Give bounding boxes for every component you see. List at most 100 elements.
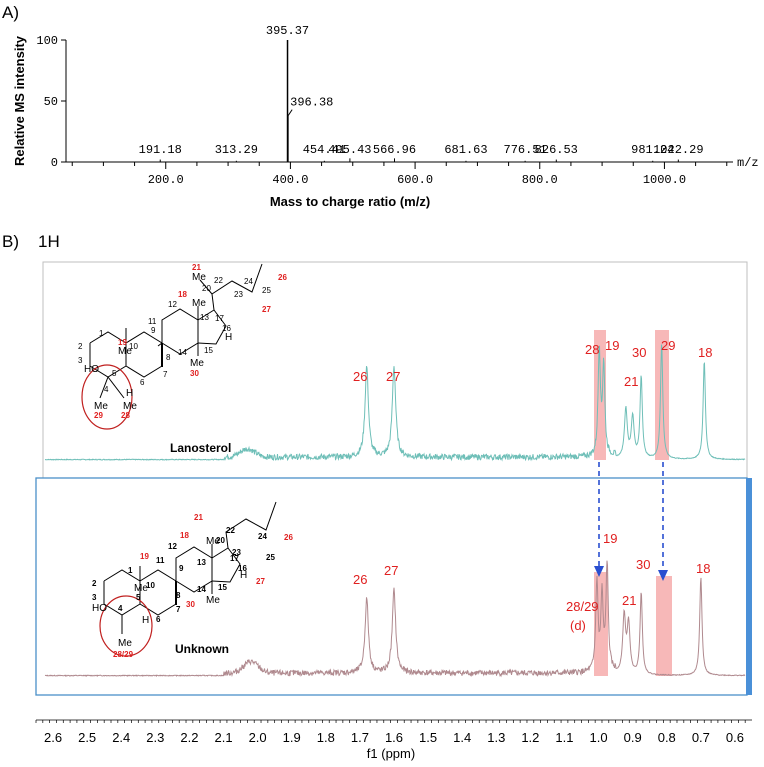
lan-me-28: Me <box>123 401 137 412</box>
lanosterol-red-labels: 21 18 19 26 27 30 29 28 <box>94 263 287 420</box>
lan-n4: 4 <box>104 385 109 394</box>
lan-n10: 10 <box>129 342 138 351</box>
nmr-x-tick-label: 1.2 <box>521 730 539 745</box>
lan-r27: 27 <box>262 305 271 314</box>
nmr-x-tick-label: 1.0 <box>590 730 608 745</box>
ms-x-tick-label: 600.0 <box>397 173 433 187</box>
panel-b-label: B) <box>2 232 19 251</box>
lan-n14: 14 <box>178 348 187 357</box>
lanosterol-spectrum <box>44 344 746 462</box>
lan-label-27: 27 <box>386 369 400 384</box>
unk-label-26: 26 <box>353 572 367 587</box>
lan-r19: 19 <box>118 338 127 347</box>
nmr-x-tick-label: 2.5 <box>78 730 96 745</box>
unknown-structure <box>99 501 277 657</box>
unk-n15: 15 <box>218 583 227 592</box>
nmr-x-tick-label: 0.8 <box>658 730 676 745</box>
lan-label-29: 29 <box>661 338 675 353</box>
lan-ho: HO <box>84 364 99 375</box>
lan-n25: 25 <box>262 286 271 295</box>
unk-me-30: Me <box>206 595 220 606</box>
lan-r18: 18 <box>178 290 187 299</box>
lan-r21: 21 <box>192 263 201 272</box>
ms-x-tick-label: 400.0 <box>272 173 308 187</box>
unk-label-21: 21 <box>622 593 636 608</box>
unk-r30: 30 <box>186 600 195 609</box>
lan-n5: 5 <box>112 369 117 378</box>
unk-label-19: 19 <box>603 531 617 546</box>
nmr-x-tick-label: 2.6 <box>44 730 62 745</box>
lan-me-21: Me <box>192 272 206 283</box>
nmr-x-tick-label: 0.6 <box>726 730 744 745</box>
unk-r18: 18 <box>180 531 189 540</box>
unk-n1: 1 <box>128 566 133 575</box>
nmr-nucleus-label: 1H <box>38 232 60 251</box>
lan-r26: 26 <box>278 273 287 282</box>
highlight-29-unknown <box>656 576 672 676</box>
lan-me-30: Me <box>190 358 204 369</box>
unk-n13: 13 <box>197 558 206 567</box>
ms-peak-leader <box>287 109 293 116</box>
unk-n4: 4 <box>118 604 123 613</box>
lan-n22: 22 <box>214 276 223 285</box>
unk-r26: 26 <box>284 533 293 542</box>
lan-me-18: Me <box>192 298 206 309</box>
lan-me-19: Me <box>118 346 132 357</box>
unk-me-18: Me <box>206 536 220 547</box>
ms-peak-label: 495.43 <box>328 143 371 157</box>
lan-n7: 7 <box>163 370 168 379</box>
ms-unit-label: m/z <box>737 156 759 170</box>
unk-ho: HO <box>92 603 107 614</box>
ms-ylabel: Relative MS intensity <box>12 35 27 166</box>
lan-n8: 8 <box>166 353 171 362</box>
lan-r29: 29 <box>94 411 103 420</box>
unk-n17: 17 <box>230 554 239 563</box>
lan-r30: 30 <box>190 369 199 378</box>
lan-n11: 11 <box>148 317 157 326</box>
lan-n16: 16 <box>222 324 231 333</box>
lan-n23: 23 <box>234 290 243 299</box>
unk-h17: H <box>240 570 247 581</box>
nmr-xlabel: f1 (ppm) <box>367 746 415 761</box>
unk-label-d: (d) <box>570 618 586 633</box>
nmr-x-tick-label: 1.9 <box>283 730 301 745</box>
nmr-x-tick-label: 1.7 <box>351 730 369 745</box>
unk-me-19: Me <box>134 583 148 594</box>
lan-r28: 28 <box>121 411 130 420</box>
unk-n20: 20 <box>216 536 225 545</box>
ms-x-tick-label: 1000.0 <box>643 173 686 187</box>
nmr-x-tick-label: 0.7 <box>692 730 710 745</box>
unk-n3: 3 <box>92 593 97 602</box>
lan-label-26: 26 <box>353 369 367 384</box>
unk-label-30: 30 <box>636 557 650 572</box>
unk-r28-29: 28/29 <box>113 650 134 659</box>
lan-n9: 9 <box>151 326 156 335</box>
arrow-29-head <box>658 570 668 581</box>
lan-n6: 6 <box>140 378 145 387</box>
ms-peak-label: 981.24 <box>631 143 674 157</box>
lanosterol-atom-labels: HO Me Me Me Me Me Me H H <box>84 272 232 412</box>
arrow-28-head <box>594 566 604 577</box>
nmr-x-tick-label: 2.1 <box>214 730 232 745</box>
ms-peak-label: 681.63 <box>444 143 487 157</box>
unk-n2: 2 <box>92 579 97 588</box>
unk-n24: 24 <box>258 532 267 541</box>
unk-n8: 8 <box>176 591 181 600</box>
unk-n9: 9 <box>179 564 184 573</box>
panel-a-label: A) <box>2 3 19 22</box>
ms-peak-label: 454.41 <box>303 143 346 157</box>
nmr-x-tick-label: 1.3 <box>487 730 505 745</box>
ms-peak-label: 776.51 <box>504 143 547 157</box>
nmr-x-tick-label: 2.4 <box>112 730 130 745</box>
ms-y-tick-label: 50 <box>44 95 58 109</box>
unk-label-28-29: 28/29 <box>566 599 599 614</box>
lanosterol-name: Lanosterol <box>170 441 231 455</box>
lan-n12: 12 <box>168 300 177 309</box>
ms-peak-label: 1022.29 <box>653 143 703 157</box>
ms-peak-label: 826.53 <box>535 143 578 157</box>
unk-n11: 11 <box>156 556 165 565</box>
unk-n23: 23 <box>232 548 241 557</box>
ms-y-tick-label: 0 <box>51 156 58 170</box>
nmr-x-tick-label: 2.0 <box>249 730 267 745</box>
